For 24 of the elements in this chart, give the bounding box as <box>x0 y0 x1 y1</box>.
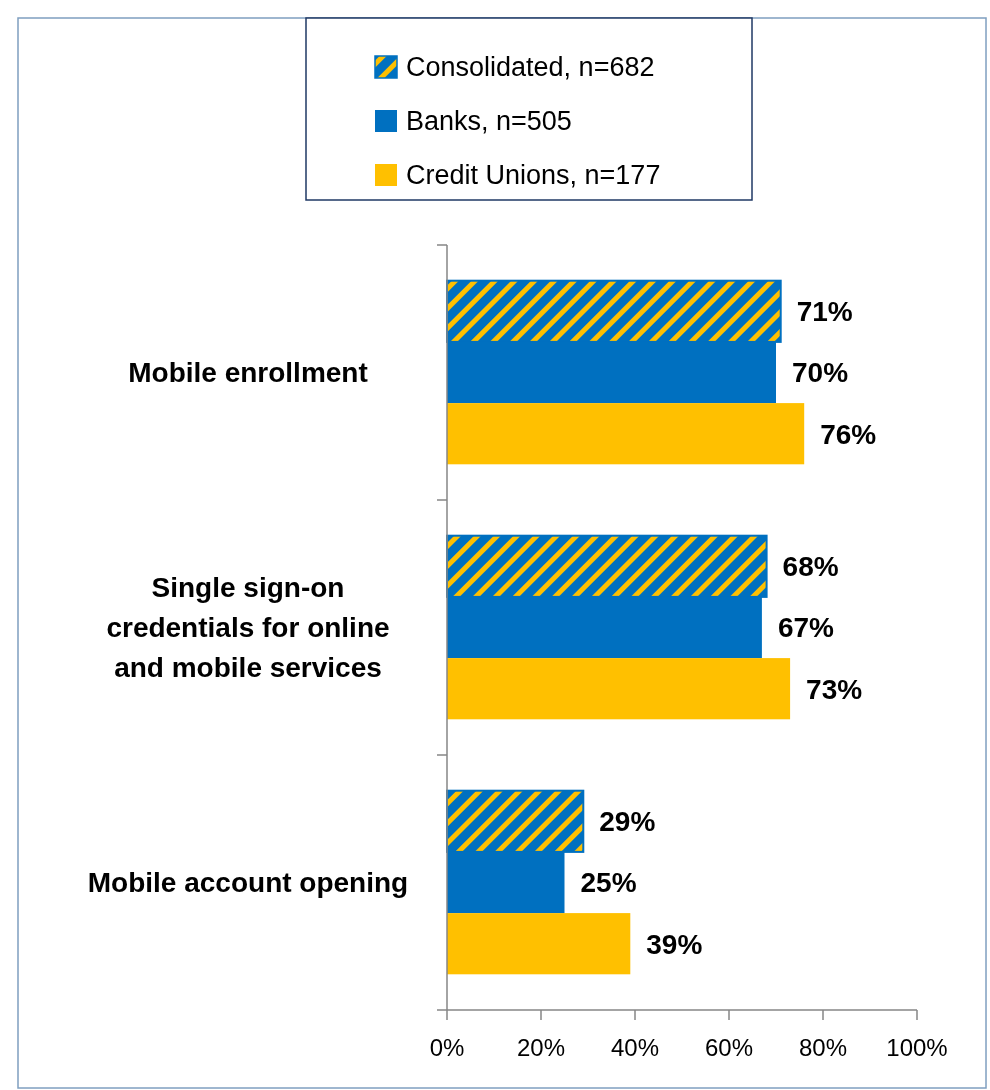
bar <box>447 403 805 465</box>
text: 71% <box>796 296 853 328</box>
text: 39% <box>646 928 703 960</box>
text: 67% <box>777 612 834 644</box>
legend-label: Credit Unions, n=177 <box>406 160 661 191</box>
text: 73% <box>806 673 863 705</box>
text: 25% <box>580 867 637 899</box>
bar <box>447 913 631 975</box>
y-tick-label: Mobile enrollment <box>128 357 368 389</box>
text: 29% <box>599 806 656 838</box>
bar <box>447 658 791 720</box>
x-tick-label: 100% <box>886 1034 948 1061</box>
y-tick-label: Mobile account opening <box>87 867 409 899</box>
x-tick-label: 80% <box>798 1034 848 1061</box>
x-tick-label: 40% <box>610 1034 660 1061</box>
x-tick-label: 60% <box>704 1034 754 1061</box>
y-tick-label: Single sign-on credentials for online and mobile services <box>106 572 390 684</box>
text: 68% <box>782 551 839 583</box>
text: 70% <box>792 357 849 389</box>
legend-label: Banks, n=505 <box>406 106 572 137</box>
legend-label: Consolidated, n=682 <box>406 52 655 83</box>
text: 76% <box>820 418 877 450</box>
x-tick-label: 0% <box>429 1034 465 1061</box>
x-tick-label: 20% <box>516 1034 566 1061</box>
